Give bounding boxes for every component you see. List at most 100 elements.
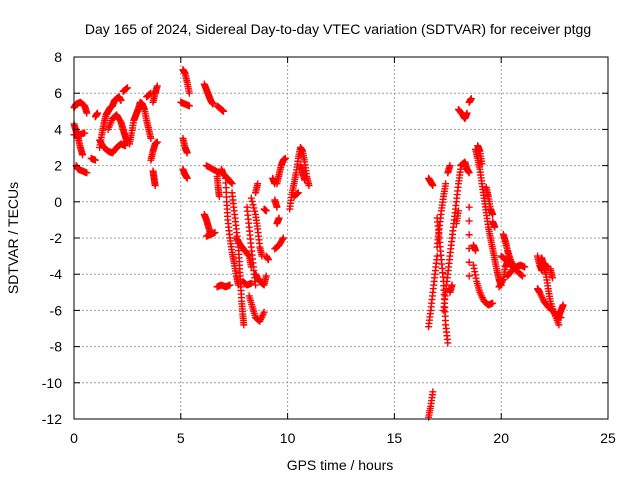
grid-lines <box>74 57 608 419</box>
data-point-marker <box>489 210 497 218</box>
data-point-marker <box>91 156 99 164</box>
data-point-marker <box>117 96 125 104</box>
data-point-marker <box>228 180 236 188</box>
data-point-marker <box>260 308 268 316</box>
data-points <box>70 66 567 421</box>
data-point-marker <box>465 169 473 177</box>
data-point-marker <box>294 189 302 197</box>
y-tick-label: -4 <box>50 266 63 282</box>
chart-title: Day 165 of 2024, Sidereal Day-to-day VTE… <box>85 21 591 37</box>
data-point-marker <box>183 149 191 157</box>
data-point-marker <box>521 263 529 271</box>
data-point-marker <box>185 102 193 110</box>
data-point-marker <box>220 107 228 115</box>
data-point-marker <box>185 89 193 97</box>
y-tick-label: 6 <box>54 85 62 101</box>
data-point-marker <box>465 203 473 211</box>
data-point-marker <box>501 256 509 264</box>
data-point-marker <box>151 182 159 190</box>
data-point-marker <box>153 82 161 90</box>
data-point-marker <box>252 281 260 289</box>
y-axis-label: SDTVAR / TECUs <box>5 182 21 294</box>
data-point-marker <box>262 207 270 215</box>
data-point-marker <box>448 281 456 289</box>
data-point-marker <box>79 151 87 159</box>
data-point-marker <box>264 256 272 264</box>
data-point-marker <box>293 189 301 197</box>
data-point-marker <box>433 252 441 260</box>
data-point-marker <box>123 84 131 92</box>
y-tick-label: 4 <box>54 121 62 137</box>
x-tick-label: 25 <box>600 430 616 446</box>
data-point-marker <box>548 274 556 282</box>
data-point-marker <box>472 247 480 255</box>
data-point-marker <box>444 339 452 347</box>
data-point-marker <box>183 174 191 182</box>
y-tick-label: -10 <box>42 375 62 391</box>
x-tick-label: 5 <box>177 430 185 446</box>
data-point-marker <box>93 109 101 117</box>
data-point-marker <box>301 176 309 184</box>
data-point-marker <box>262 272 270 280</box>
data-point-marker <box>247 279 255 287</box>
y-tick-label: -6 <box>50 302 63 318</box>
y-tick-label: -12 <box>42 411 62 427</box>
data-point-marker <box>491 223 499 231</box>
data-point-marker <box>501 255 509 263</box>
data-point-marker <box>305 182 313 190</box>
data-point-marker <box>465 258 473 266</box>
data-point-marker <box>559 301 567 309</box>
data-point-marker <box>442 180 450 188</box>
data-point-marker <box>463 109 471 117</box>
data-point-marker <box>273 203 281 211</box>
data-point-marker <box>254 180 262 188</box>
data-point-marker <box>429 388 437 396</box>
data-point-marker <box>83 169 91 177</box>
data-point-marker <box>146 90 154 98</box>
data-point-marker <box>275 214 283 222</box>
data-point-marker <box>489 299 497 307</box>
data-point-marker <box>81 129 89 137</box>
data-point-marker <box>281 154 289 162</box>
y-tick-label: -2 <box>50 230 63 246</box>
data-point-marker <box>83 109 91 117</box>
data-point-marker <box>250 204 258 212</box>
data-point-marker <box>429 182 437 190</box>
y-tick-label: 0 <box>54 194 62 210</box>
data-point-marker <box>147 134 155 142</box>
data-point-marker <box>278 235 286 243</box>
y-tick-label: 8 <box>54 49 62 65</box>
data-point-marker <box>153 138 161 146</box>
x-tick-label: 20 <box>493 430 509 446</box>
y-tick-label: 2 <box>54 158 62 174</box>
data-point-marker <box>498 277 506 285</box>
data-point-marker <box>465 231 473 239</box>
data-point-marker <box>478 160 486 168</box>
data-point-marker <box>248 197 256 205</box>
data-point-marker <box>209 100 217 108</box>
data-point-marker <box>226 281 234 289</box>
data-point-marker <box>121 142 129 150</box>
data-point-marker <box>251 207 259 215</box>
data-point-marker <box>519 272 527 280</box>
x-tick-label: 0 <box>70 430 78 446</box>
data-point-marker <box>465 272 473 280</box>
data-point-marker <box>247 194 255 202</box>
data-point-marker <box>454 207 462 215</box>
data-point-marker <box>279 234 287 242</box>
data-point-marker <box>211 229 219 237</box>
data-point-marker <box>518 271 526 279</box>
axis-ticks: 0 5 10 15 20 25 -12 -10 -8 -6 -4 -2 0 2 4 6 8 <box>42 49 616 446</box>
data-point-marker <box>240 321 248 329</box>
data-point-marker <box>446 162 454 170</box>
data-point-marker <box>467 95 475 103</box>
data-point-marker <box>123 84 131 92</box>
x-tick-label: 15 <box>387 430 403 446</box>
x-tick-label: 10 <box>280 430 296 446</box>
data-point-marker <box>215 192 223 200</box>
y-tick-label: -8 <box>50 339 63 355</box>
x-axis-label: GPS time / hours <box>287 457 394 473</box>
data-point-marker <box>249 201 257 209</box>
data-point-marker <box>465 217 473 225</box>
